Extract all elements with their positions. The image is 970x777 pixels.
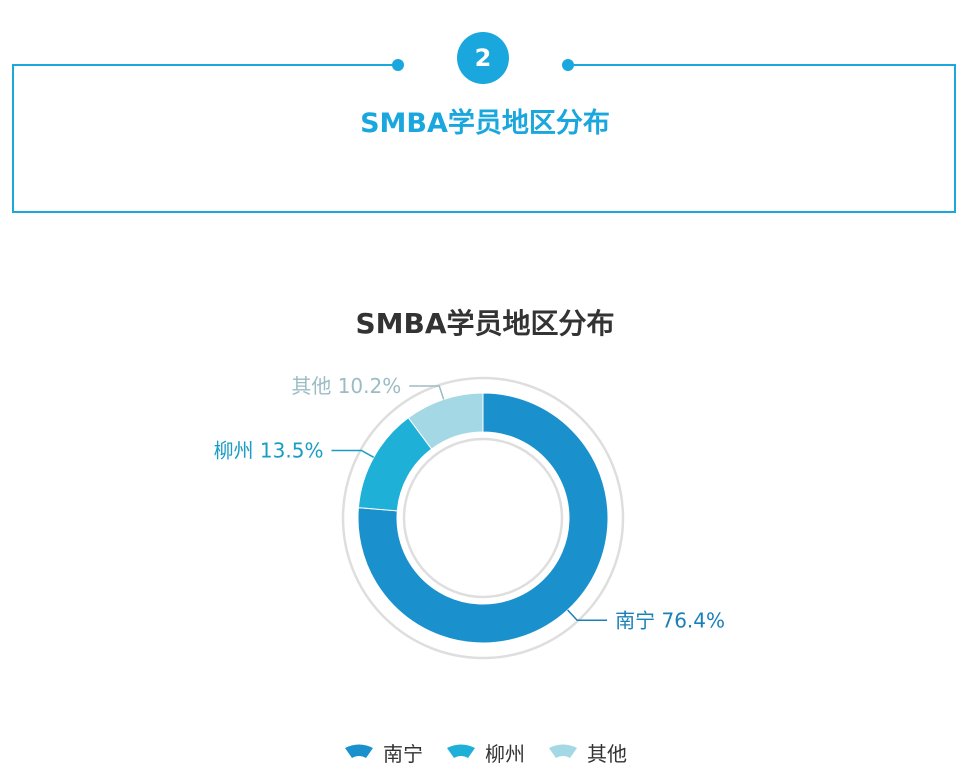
legend-swatch-nanning [345, 744, 373, 758]
frame-top-left-line [12, 64, 398, 66]
slice-nanning[interactable] [357, 392, 609, 644]
legend-label-nanning: 南宁 [383, 741, 423, 766]
frame-right-dot [562, 59, 574, 71]
frame-left-dot [392, 59, 404, 71]
section-number-badge: 2 [457, 32, 509, 84]
legend: 南宁 柳州 其他 [0, 736, 970, 768]
legend-item-other[interactable]: 其他 [547, 738, 627, 767]
data-label-liuzhou: 柳州 13.5% [214, 439, 324, 463]
legend-item-liuzhou[interactable]: 柳州 [445, 738, 525, 767]
leader-line-nanning [567, 609, 608, 622]
legend-swatch-liuzhou [447, 744, 475, 758]
section-title: SMBA学员地区分布 [360, 108, 610, 139]
legend-item-nanning[interactable]: 南宁 [343, 738, 423, 767]
inner-ring [402, 437, 564, 599]
slice-other[interactable] [407, 392, 484, 450]
frame-bottom-line [12, 211, 956, 213]
legend-swatch-other [549, 744, 577, 758]
frame-top-right-line [568, 64, 956, 66]
legend-label-other: 其他 [587, 741, 627, 766]
slice-labels: 南宁 76.4% 柳州 13.5% 其他 10.2% [214, 374, 725, 632]
data-label-other: 其他 10.2% [291, 374, 401, 398]
frame-right-line [954, 64, 956, 213]
donut-slices [357, 392, 609, 644]
data-label-nanning: 南宁 76.4% [615, 608, 725, 632]
leader-line-other [409, 385, 445, 400]
frame-left-line [12, 64, 14, 213]
outer-ring [341, 376, 625, 660]
chart-title: SMBA学员地区分布 [355, 307, 615, 340]
leader-line-liuzhou [331, 449, 375, 458]
legend-label-liuzhou: 柳州 [485, 741, 525, 766]
